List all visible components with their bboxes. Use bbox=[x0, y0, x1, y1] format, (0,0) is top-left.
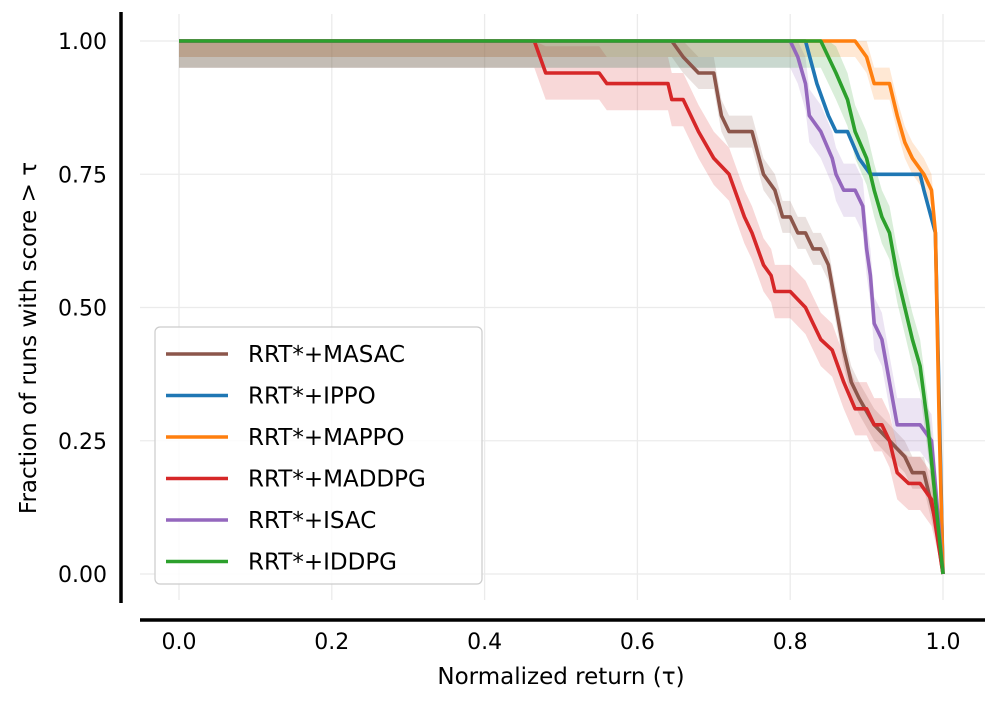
y-tick-label: 1.00 bbox=[58, 30, 107, 55]
x-tick-label: 0.4 bbox=[467, 630, 502, 655]
series-line bbox=[179, 39, 945, 575]
series-line bbox=[179, 39, 945, 575]
axes bbox=[119, 12, 985, 622]
legend-label: RRT*+MAPPO bbox=[248, 425, 405, 451]
series-lines bbox=[179, 39, 945, 575]
x-tick-label: 0.8 bbox=[773, 630, 808, 655]
legend-frame bbox=[154, 326, 483, 585]
y-tick-labels: 0.00 0.25 0.50 0.75 1.00 bbox=[58, 30, 107, 588]
y-axis-label: Fraction of runs with score > τ bbox=[16, 162, 42, 514]
legend-label: RRT*+ISAC bbox=[248, 508, 376, 534]
legend: RRT*+MASAC RRT*+IPPO RRT*+MAPPO RRT*+MADDPG… bbox=[154, 326, 483, 585]
x-tick-labels: 0.0 0.2 0.4 0.6 0.8 1.0 bbox=[162, 630, 961, 655]
series-line bbox=[179, 39, 945, 575]
y-tick-label: 0.00 bbox=[58, 563, 107, 588]
y-tick-label: 0.25 bbox=[58, 430, 107, 455]
x-axis-label: Normalized return (τ) bbox=[437, 664, 684, 690]
legend-label: RRT*+MASAC bbox=[248, 342, 405, 368]
legend-label: RRT*+IPPO bbox=[248, 384, 376, 410]
series-line bbox=[179, 39, 945, 575]
confidence-bands bbox=[179, 41, 943, 574]
x-tick-label: 1.0 bbox=[926, 630, 961, 655]
legend-label: RRT*+IDDPG bbox=[248, 550, 397, 576]
x-tick-label: 0.2 bbox=[314, 630, 349, 655]
x-tick-label: 0.6 bbox=[620, 630, 655, 655]
legend-label: RRT*+MADDPG bbox=[248, 467, 426, 493]
x-tick-label: 0.0 bbox=[162, 630, 197, 655]
series-band bbox=[179, 41, 943, 574]
series-line bbox=[179, 39, 945, 575]
series-line bbox=[179, 39, 945, 575]
y-tick-label: 0.75 bbox=[58, 163, 107, 188]
y-tick-label: 0.50 bbox=[58, 297, 107, 322]
